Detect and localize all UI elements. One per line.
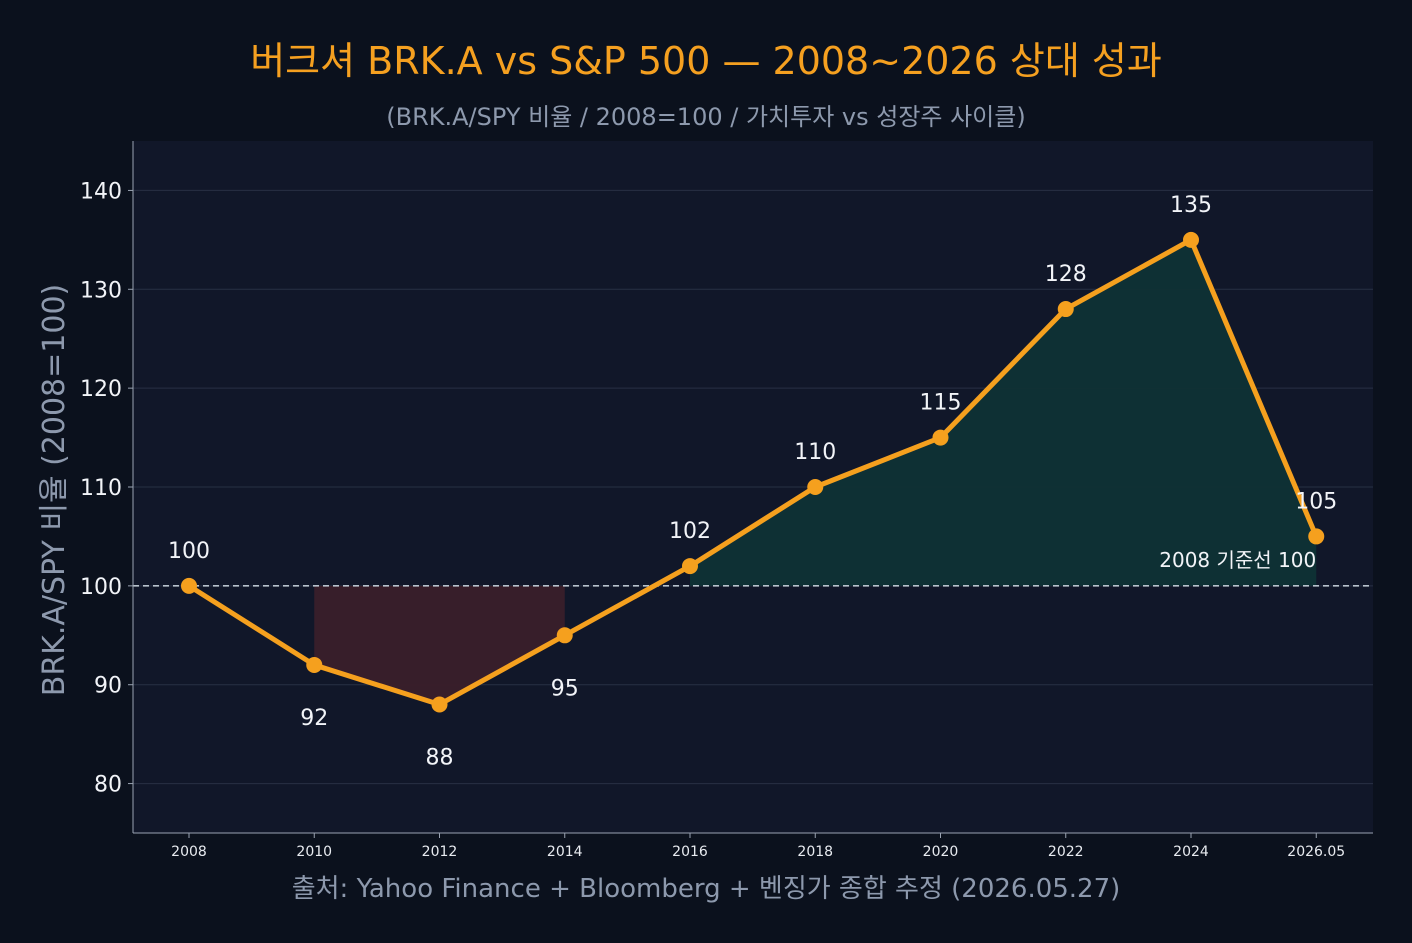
data-label: 128 <box>1045 262 1087 287</box>
data-label: 135 <box>1170 193 1212 218</box>
x-tick-label: 2022 <box>1048 844 1084 860</box>
y-tick-label: 130 <box>80 278 122 303</box>
y-tick-label: 120 <box>80 377 122 402</box>
data-point <box>682 558 698 575</box>
data-label: 92 <box>300 706 328 731</box>
data-label: 115 <box>920 391 962 416</box>
data-point <box>1308 528 1325 545</box>
x-tick-label: 2024 <box>1173 844 1209 860</box>
underperform-shading <box>314 585 565 705</box>
chart-source: 출처: Yahoo Finance + Bloomberg + 벤징가 종합 추… <box>291 874 1121 904</box>
data-point <box>932 429 949 446</box>
x-tick-label: 2008 <box>171 844 207 860</box>
x-tick-label: 2014 <box>547 844 583 860</box>
x-tick-label: 2016 <box>672 844 708 860</box>
chart-subtitle: (BRK.A/SPY 비율 / 2008=100 / 가치투자 vs 성장주 사… <box>386 103 1026 131</box>
data-label: 102 <box>669 519 711 544</box>
x-tick-label: 2026.05 <box>1287 844 1345 860</box>
data-label: 95 <box>551 676 579 701</box>
data-point <box>1183 231 1199 248</box>
x-tick-label: 2010 <box>296 844 332 860</box>
data-label: 110 <box>794 440 836 465</box>
data-label: 88 <box>426 745 454 770</box>
y-tick-label: 100 <box>80 575 122 600</box>
data-point <box>1057 301 1074 318</box>
x-tick-label: 2012 <box>422 844 458 860</box>
y-tick-label: 80 <box>94 773 122 798</box>
y-tick-label: 90 <box>94 674 122 699</box>
data-point <box>181 577 197 594</box>
y-tick-label: 110 <box>80 476 122 501</box>
data-point <box>431 696 448 713</box>
outperform-shading <box>690 239 1317 586</box>
y-axis-label: BRK.A/SPY 비율 (2008=100) <box>37 284 72 697</box>
series-line <box>186 237 1319 707</box>
data-point <box>807 479 824 495</box>
data-point <box>306 656 323 673</box>
x-tick-label: 2020 <box>923 844 959 860</box>
chart-title: 버크셔 BRK.A vs S&P 500 — 2008~2026 상대 성과 <box>250 39 1162 83</box>
baseline-label: 2008 기준선 100 <box>1159 548 1316 572</box>
data-point <box>556 627 573 644</box>
x-tick-label: 2018 <box>797 844 833 860</box>
data-label: 105 <box>1295 489 1337 514</box>
data-label: 100 <box>168 539 210 564</box>
y-tick-label: 140 <box>80 179 122 204</box>
